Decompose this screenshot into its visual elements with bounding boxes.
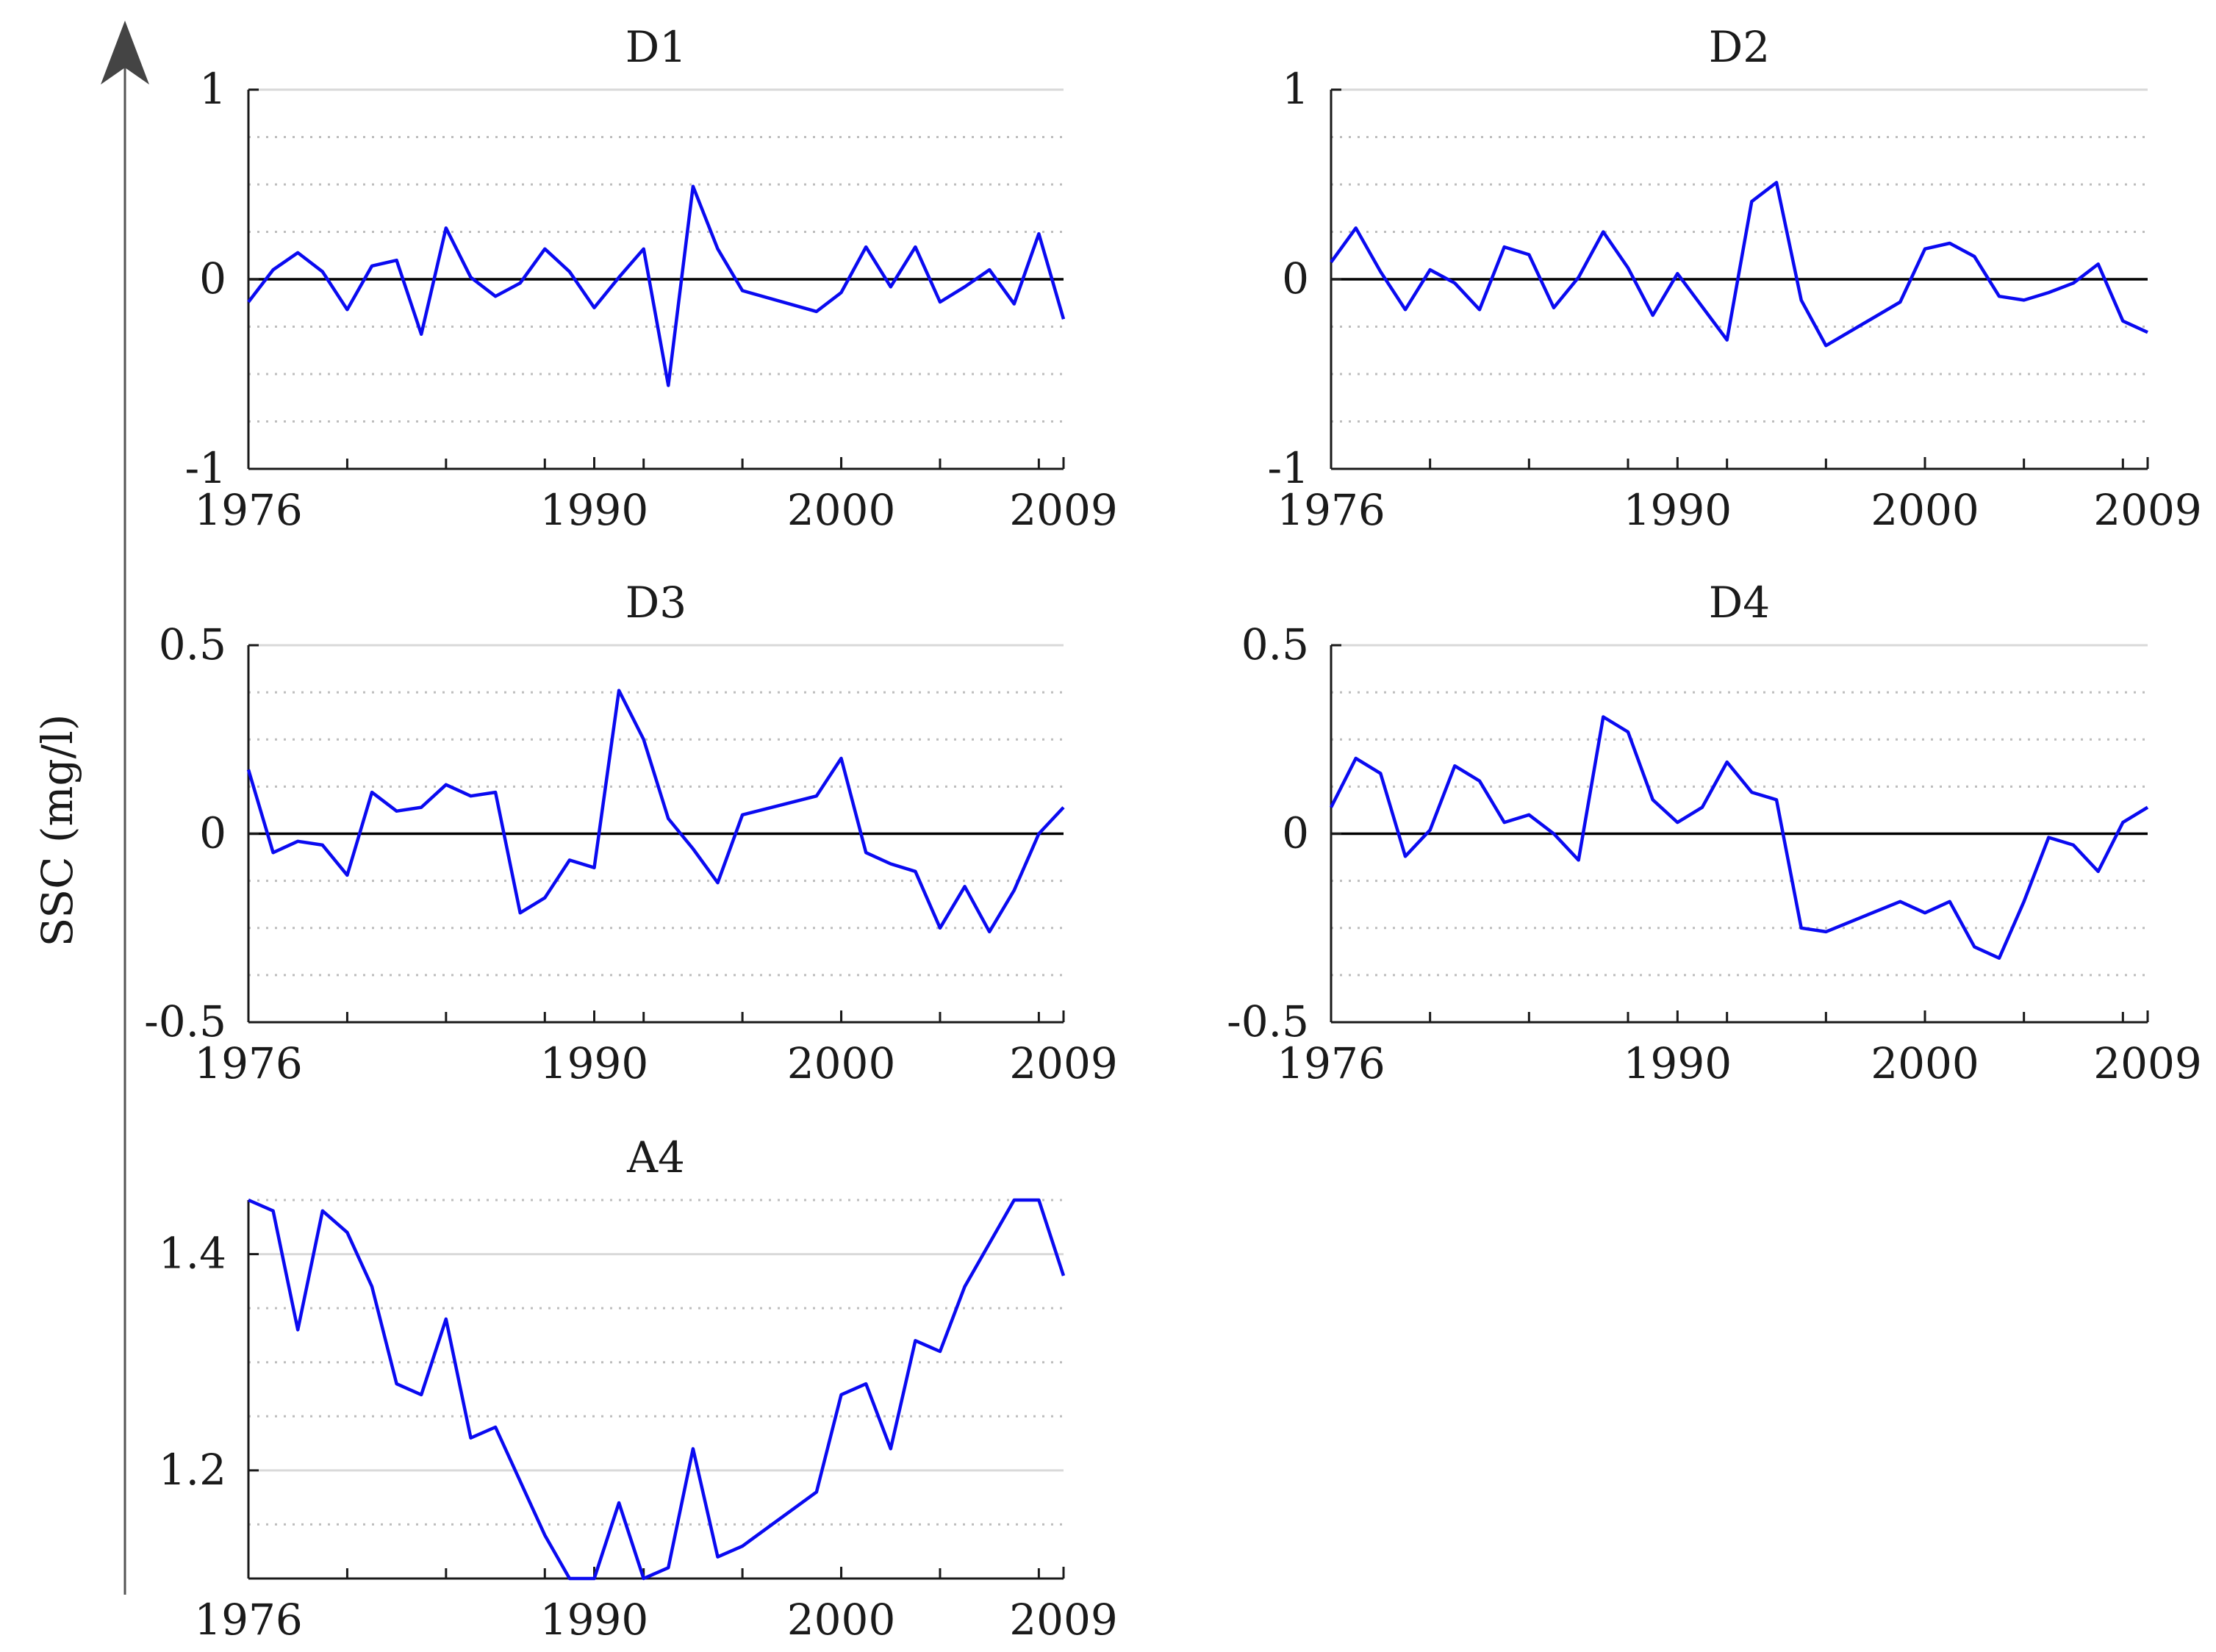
y-tick-label: -1 xyxy=(185,443,227,493)
chart-title: D2 xyxy=(1709,22,1770,72)
y-tick-label: -1 xyxy=(1268,443,1310,493)
y-tick-label: -0.5 xyxy=(144,996,226,1046)
x-tick-label: 1976 xyxy=(194,485,303,535)
global-y-axis-arrowhead xyxy=(101,21,149,85)
y-tick-label: -0.5 xyxy=(1227,996,1309,1046)
x-tick-label: 2009 xyxy=(2093,485,2202,535)
chart-title: A4 xyxy=(626,1132,685,1182)
panel-d1: -1 0 1 1976 1990 2000 2009 D1 xyxy=(185,22,1118,535)
x-tick-label: 2009 xyxy=(1009,1038,1118,1088)
x-tick-label: 1990 xyxy=(540,1038,649,1088)
y-tick-label: 0.5 xyxy=(159,620,226,669)
panel-d2: -1 0 1 1976 1990 2000 2009 D2 xyxy=(1268,22,2202,535)
x-tick-label: 2000 xyxy=(787,1038,896,1088)
x-tick-label: 1976 xyxy=(194,1595,303,1645)
chart-title: D3 xyxy=(625,578,686,628)
x-tick-label: 1990 xyxy=(540,1595,649,1645)
panel-d3: -0.5 0 0.5 1976 1990 2000 2009 D3 xyxy=(144,578,1118,1088)
x-tick-label: 2000 xyxy=(787,485,896,535)
x-tick-label: 2000 xyxy=(1871,485,1979,535)
y-tick-label: 1 xyxy=(1282,64,1309,114)
y-tick-label: 0.5 xyxy=(1241,620,1309,669)
series-line xyxy=(247,184,1066,387)
x-tick-label: 2009 xyxy=(1009,485,1118,535)
x-tick-label: 1976 xyxy=(1277,1038,1385,1088)
x-tick-label: 2000 xyxy=(787,1595,896,1645)
y-tick-label: 0 xyxy=(199,254,226,304)
y-tick-label: 0 xyxy=(1282,254,1309,304)
series-line xyxy=(1330,181,2148,348)
y-tick-label: 1.2 xyxy=(159,1445,226,1495)
x-tick-label: 1990 xyxy=(1624,485,1732,535)
x-tick-label: 1990 xyxy=(1624,1038,1732,1088)
panel-d4: -0.5 0 0.5 1976 1990 2000 2009 D4 xyxy=(1227,578,2202,1088)
series-line xyxy=(246,689,1065,934)
x-tick-label: 1976 xyxy=(1277,485,1385,535)
y-tick-label: 1.4 xyxy=(159,1229,226,1279)
x-tick-label: 2009 xyxy=(1009,1595,1118,1645)
y-tick-label: 1 xyxy=(199,64,226,114)
y-axis-label: SSC (mg/l) xyxy=(32,714,82,947)
chart-title: D1 xyxy=(625,22,686,72)
series-line xyxy=(248,1198,1066,1581)
panel-a4: 1.2 1.4 1976 1990 2000 2009 A4 xyxy=(159,1132,1118,1645)
y-tick-label: 0 xyxy=(199,808,226,858)
x-tick-label: 2000 xyxy=(1871,1038,1979,1088)
y-tick-label: 0 xyxy=(1282,808,1309,858)
chart-title: D4 xyxy=(1709,578,1770,628)
x-tick-label: 2009 xyxy=(2093,1038,2202,1088)
x-tick-label: 1990 xyxy=(540,485,649,535)
x-tick-label: 1976 xyxy=(194,1038,303,1088)
series-line xyxy=(1329,715,2149,960)
